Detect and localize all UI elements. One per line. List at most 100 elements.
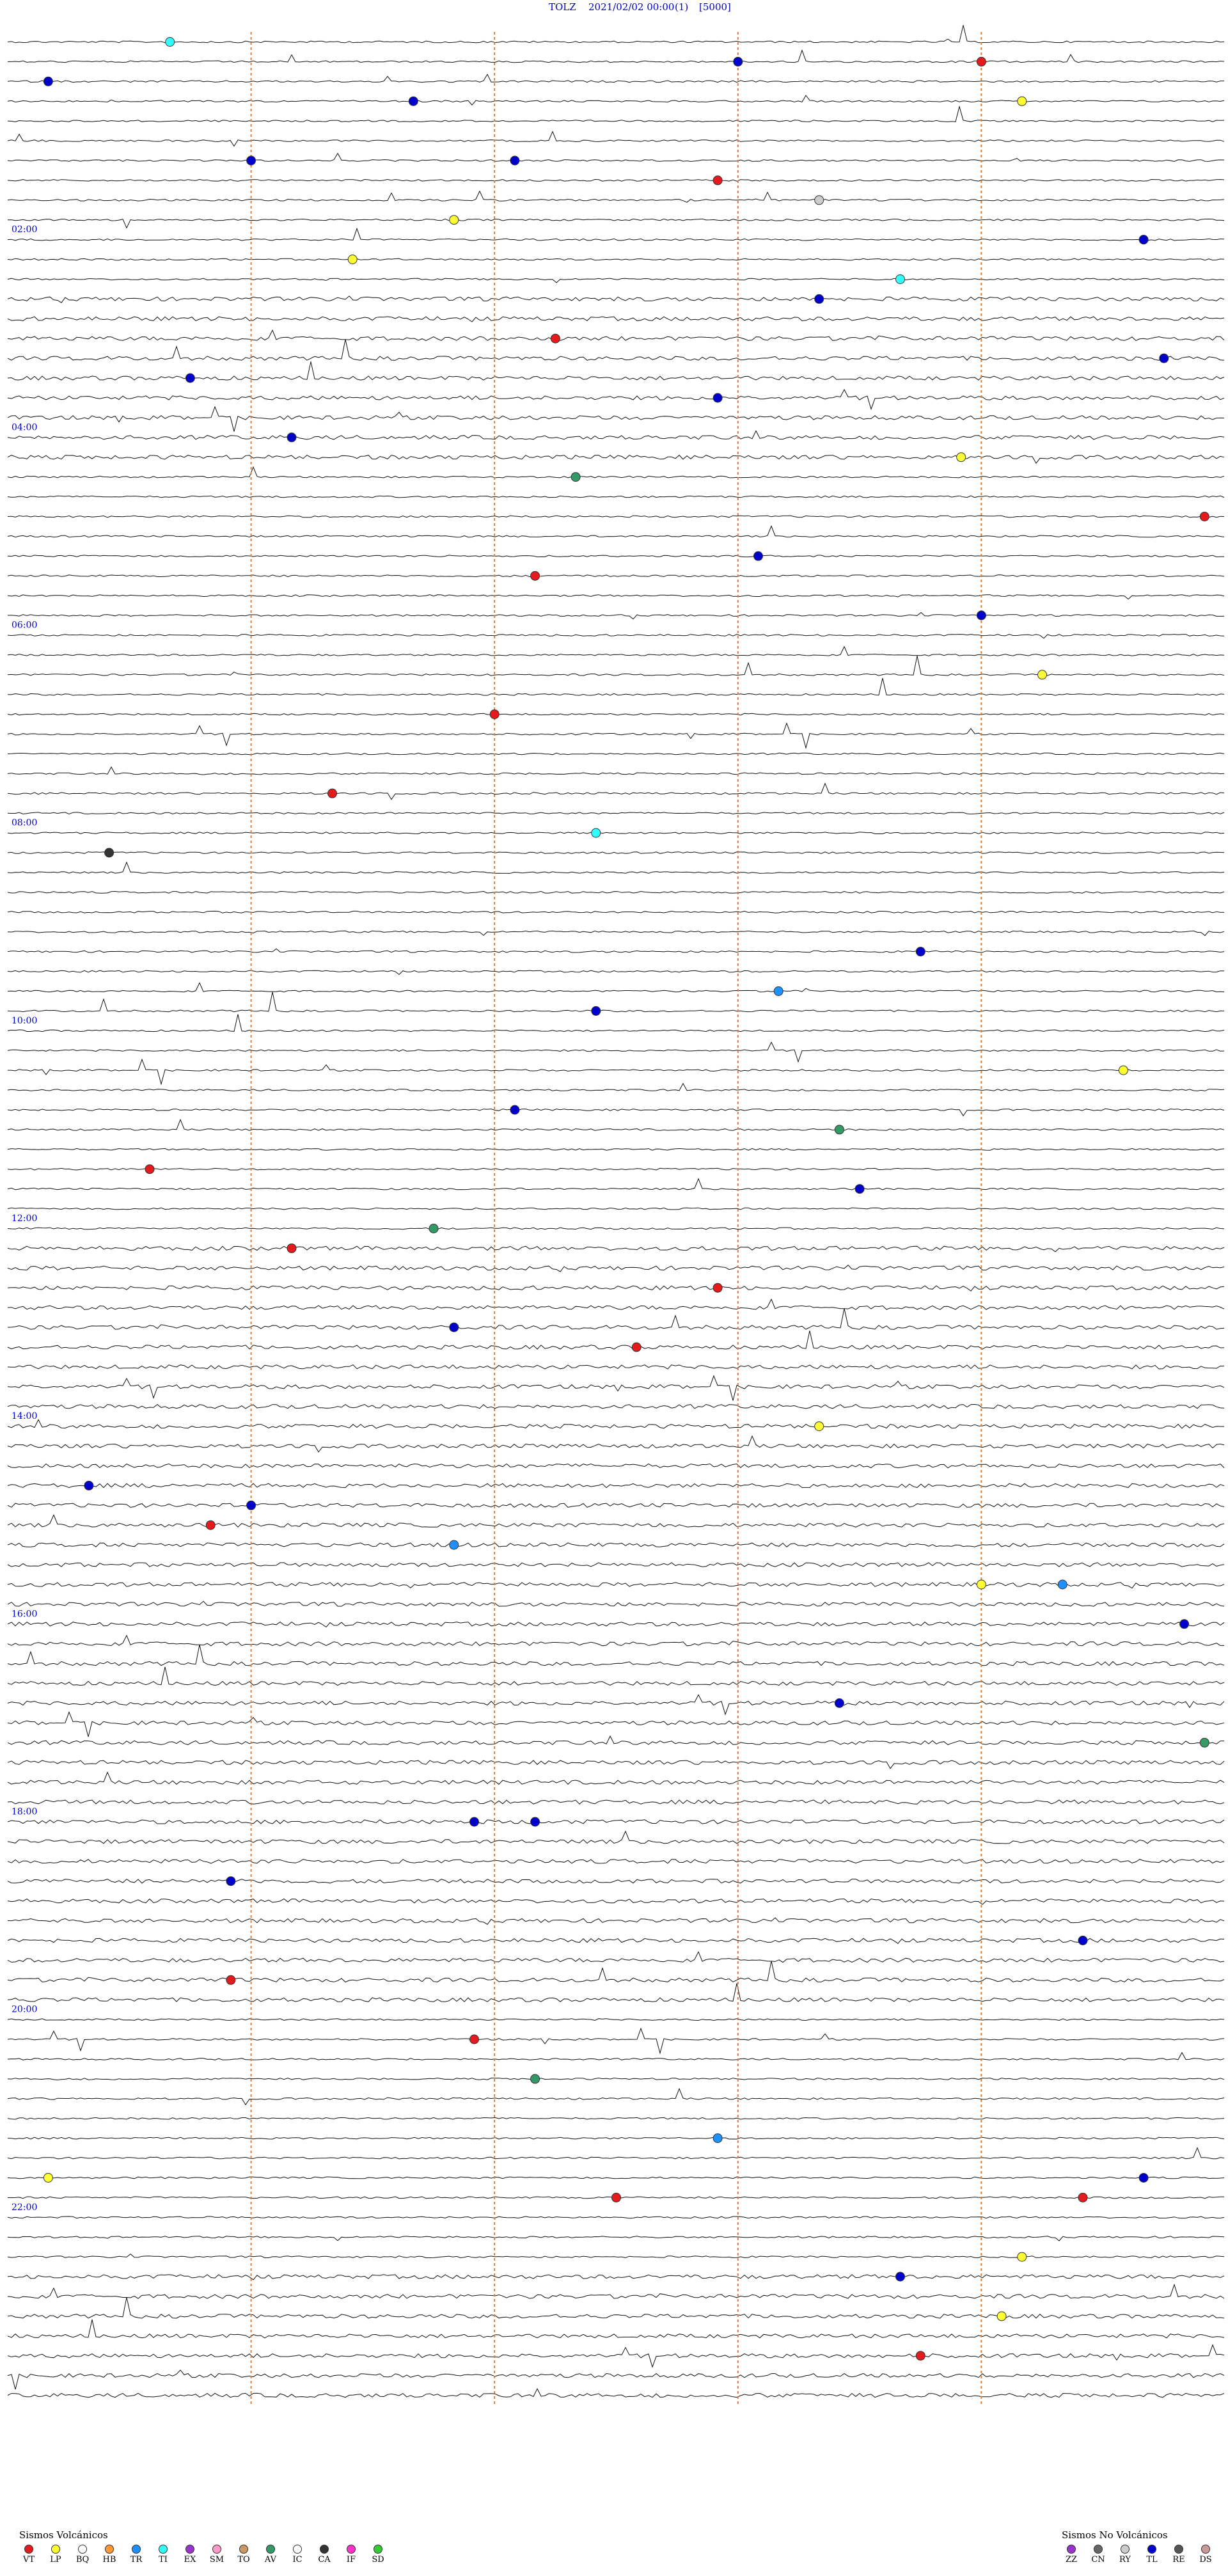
event-marker-tl — [226, 1876, 236, 1886]
trace-line — [7, 296, 1225, 303]
time-label: 04:00 — [12, 422, 37, 432]
trace-line — [7, 1938, 1225, 1944]
trace-line — [7, 594, 1225, 600]
event-marker-tl — [1078, 1936, 1088, 1945]
trace-line — [7, 1014, 1225, 1032]
legend-volcanic-item-sm: SM — [207, 2545, 226, 2564]
event-marker-ry — [814, 195, 824, 205]
trace-line — [7, 1403, 1225, 1409]
event-marker-av — [834, 1125, 844, 1135]
event-marker-vt — [631, 1342, 642, 1352]
legend-code: TL — [1146, 2555, 1158, 2564]
trace-line — [7, 525, 1225, 538]
event-marker-lp — [1017, 2252, 1027, 2262]
trace-line — [7, 713, 1225, 716]
trace-line — [7, 178, 1225, 182]
trace-line — [7, 2344, 1225, 2368]
event-marker-vt — [976, 56, 986, 67]
trace-line — [7, 2253, 1225, 2259]
event-marker-tl — [449, 1322, 459, 1332]
trace-line — [7, 930, 1225, 936]
event-marker-tl — [287, 432, 297, 443]
event-marker-av — [571, 472, 581, 482]
trace-line — [7, 466, 1225, 478]
legend-code: SD — [372, 2555, 384, 2564]
event-marker-tl — [733, 56, 743, 67]
trace-line — [7, 2176, 1225, 2179]
event-marker-vt — [1078, 2192, 1088, 2202]
trace-line — [8, 1058, 1225, 1086]
trace-line — [7, 1600, 1225, 1607]
legend-dot-cn — [1094, 2545, 1103, 2554]
trace-line — [7, 361, 1225, 381]
event-marker-tr — [773, 986, 783, 996]
event-marker-tl — [1138, 2173, 1149, 2183]
trace-line — [7, 495, 1225, 498]
trace-line — [7, 1711, 1225, 1737]
event-marker-tl — [1159, 353, 1169, 363]
event-marker-lp — [449, 215, 459, 225]
trace-line — [7, 1082, 1225, 1092]
legend-code: AV — [264, 2555, 277, 2564]
event-marker-lp — [43, 2173, 53, 2183]
event-marker-vt — [489, 709, 500, 720]
legend-dot-re — [1174, 2545, 1183, 2554]
legend-code: VT — [22, 2555, 35, 2564]
trace-line — [7, 555, 1225, 558]
legend-code: TO — [237, 2555, 250, 2564]
trace-line — [7, 2077, 1225, 2081]
trace-line — [7, 2027, 1225, 2055]
event-marker-tl — [408, 96, 418, 106]
trace-line — [7, 1108, 1225, 1117]
legend-nonvolcanic-title: Sismos No Volcánicos — [1062, 2529, 1168, 2541]
trace-line — [7, 95, 1225, 106]
trace-line — [7, 2087, 1225, 2106]
trace-line — [7, 1178, 1225, 1190]
legend-volcanic-item-ex: EX — [180, 2545, 200, 2564]
time-label: 14:00 — [12, 1411, 37, 1421]
event-marker-lp — [347, 255, 358, 264]
legend-code: RY — [1119, 2555, 1131, 2564]
legend-nonvolcanic-item-re: RE — [1169, 2545, 1188, 2564]
trace-line — [7, 1483, 1225, 1489]
trace-line — [7, 1694, 1225, 1716]
header-station: TOLZ — [549, 1, 576, 13]
header-scale: [5000] — [699, 1, 731, 13]
trace-line — [7, 1308, 1225, 1330]
trace-line — [7, 1562, 1225, 1567]
trace-line — [7, 2319, 1225, 2339]
event-marker-tl — [530, 1817, 540, 1827]
legend-dot-ex — [185, 2545, 194, 2554]
trace-line — [7, 2274, 1225, 2280]
legend-dot-sm — [212, 2545, 221, 2554]
legend-volcanic-item-tr: TR — [127, 2545, 146, 2564]
event-marker-lp — [996, 2311, 1007, 2321]
event-marker-tl — [1138, 235, 1149, 245]
trace-line — [7, 982, 1225, 993]
trace-line — [7, 1503, 1225, 1508]
event-marker-vt — [712, 175, 723, 186]
trace-line — [7, 2018, 1225, 2021]
trace-line — [7, 752, 1225, 755]
event-marker-tl — [976, 610, 986, 620]
event-marker-vt — [145, 1164, 155, 1174]
trace-line — [7, 1148, 1225, 1151]
legend-volcanic-item-if: IF — [342, 2545, 361, 2564]
event-marker-tl — [591, 1006, 601, 1016]
event-marker-vt — [327, 788, 337, 798]
legend-volcanic-item-sd: SD — [368, 2545, 388, 2564]
legend-code: HB — [102, 2555, 116, 2564]
event-marker-vt — [611, 2192, 621, 2202]
trace-line — [7, 1799, 1225, 1805]
trace-line — [7, 329, 1225, 342]
event-marker-vt — [915, 2351, 925, 2361]
trace-line — [7, 1735, 1224, 1746]
trace-line — [7, 1951, 1225, 1963]
event-marker-tl — [510, 155, 520, 166]
time-label: 18:00 — [12, 1807, 37, 1817]
trace-line — [7, 1582, 1225, 1589]
event-marker-ca — [104, 848, 114, 858]
trace-line — [7, 851, 1225, 854]
trace-line — [7, 130, 1225, 147]
